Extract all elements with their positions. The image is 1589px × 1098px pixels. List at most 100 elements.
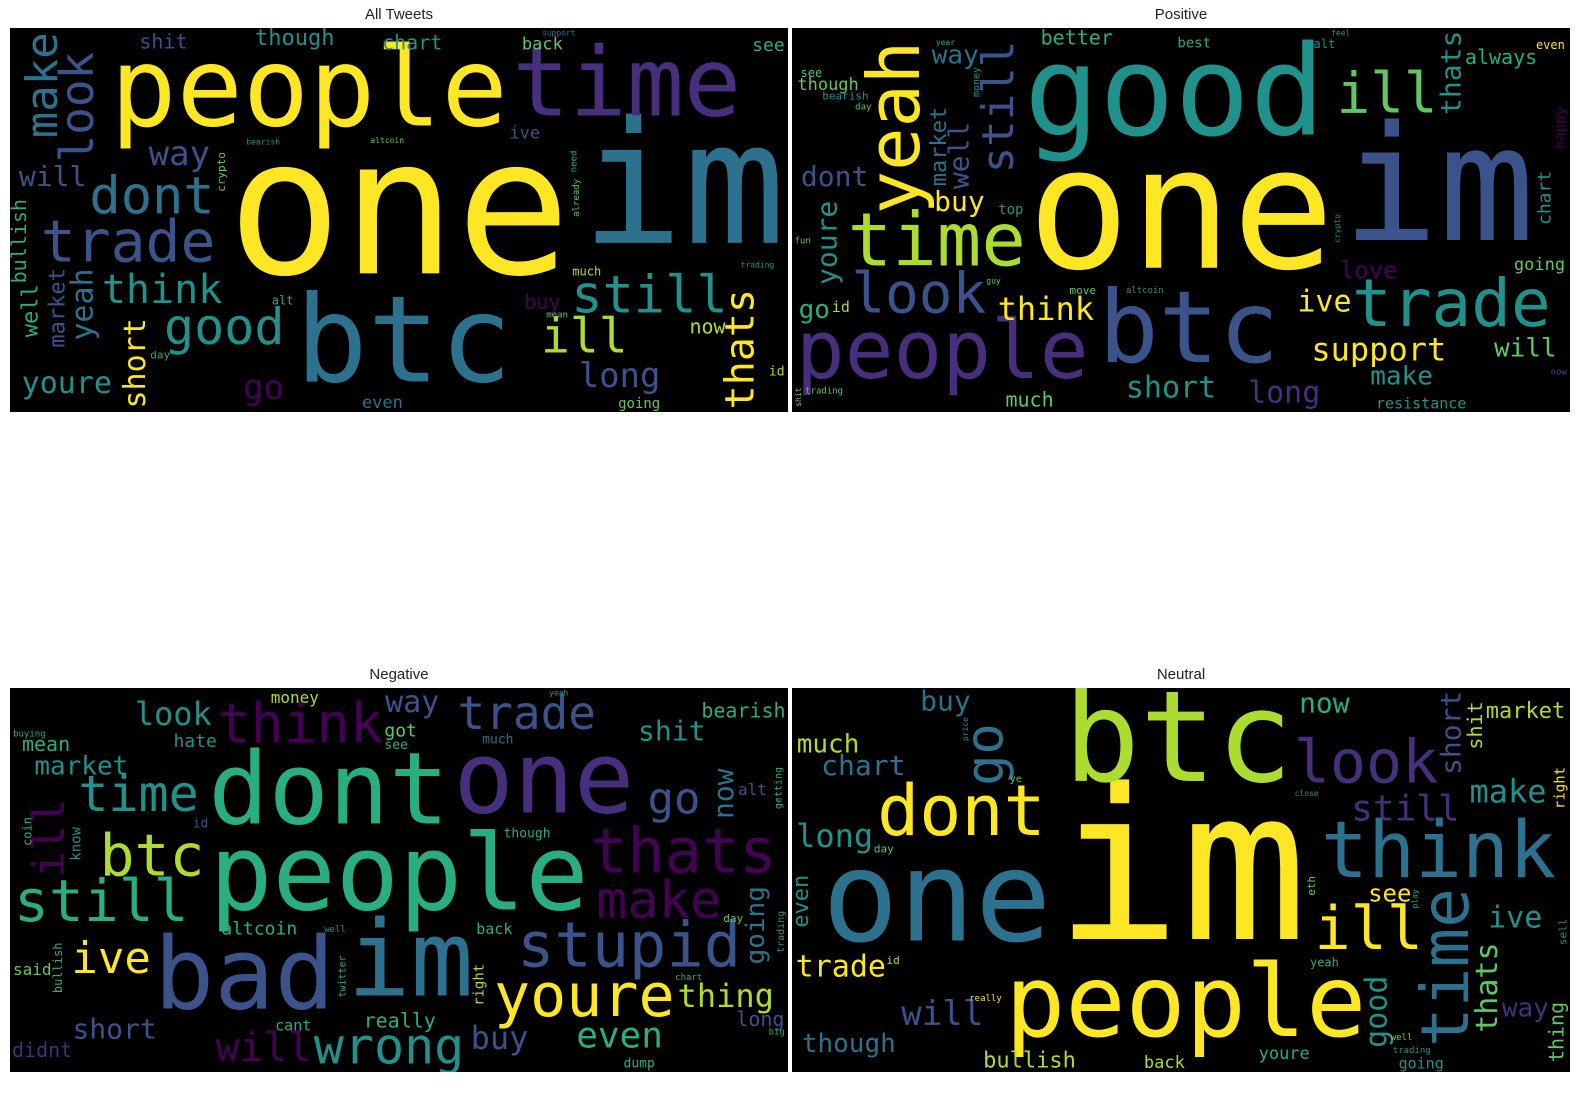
word-mean: mean [546,311,568,321]
word-play: play [1410,889,1419,908]
word-even: even [362,393,403,412]
word-think: think [102,267,222,313]
word-ye: ye [1010,774,1022,785]
word-good: good [1359,976,1394,1048]
word-crypto: crypto [215,152,228,192]
word-love: love [1340,257,1398,285]
word-day: day [855,103,872,113]
word-big: big [769,1028,785,1038]
word-getting: getting [774,767,785,809]
word-bearish: bearish [701,699,785,723]
word-make: make [1370,362,1433,392]
word-good: good [164,298,284,356]
word-though: though [802,1029,896,1059]
word-will: will [1494,333,1557,363]
word-make: make [596,871,721,931]
word-go: go [799,295,830,325]
word-well: well [324,925,346,935]
word-though: though [797,75,858,95]
word-buy: buy [934,185,985,218]
word-back: back [522,34,563,54]
word-see: see [1368,880,1411,908]
word-short: short [1126,371,1216,406]
wordcloud-canvas: im one btc people think time dont look ill go stil… [792,688,1570,1072]
word-hate: hate [174,731,217,752]
word-still: still [1351,789,1459,830]
word-well: well [1391,1033,1413,1043]
word-look: look [50,52,104,163]
word-go: go [243,368,284,408]
word-trade: trade [1352,265,1551,342]
word-shit: shit [794,387,803,406]
word-well: well [942,122,975,189]
word-think: think [1321,806,1556,896]
word-btc: btc [100,821,205,889]
word-dont: dont [89,167,214,227]
word-altcoin: altcoin [370,136,404,145]
word-market: market [1486,699,1565,724]
word-people: people [209,812,588,934]
word-best: best [1177,36,1211,52]
word-long: long [796,817,873,855]
word-wrong: wrong [314,1017,465,1072]
word-shit: shit [1463,701,1487,749]
word-even: even [792,875,814,928]
word-id: id [769,365,785,380]
word-alt: alt [272,293,294,307]
word-one: one [1027,111,1334,309]
wordcloud-panel-all-tweets: All Tweets one im btc people time trade dont st… [10,6,788,416]
word-youre: youre [22,366,112,401]
word-buy: buy [920,688,971,718]
word-top: top [998,202,1023,218]
word-trading: trading [805,387,843,397]
word-think: think [217,691,383,755]
word-day: day [150,349,170,362]
panel-title: Negative [369,666,429,683]
word-right: right [472,964,488,1006]
word-right: right [1553,767,1569,809]
word-bullish: bullish [51,943,65,994]
word-ive: ive [1488,900,1542,935]
word-alt: alt [1314,37,1336,51]
word-now: now [707,768,740,819]
word-see: see [801,66,823,80]
word-shit: shit [638,715,705,748]
word-time: time [512,28,741,138]
panel-title: Positive [1154,6,1208,23]
word-still: still [14,867,189,935]
word-resistance: resistance [1376,394,1466,412]
word-short: short [72,1013,156,1046]
word-money: money [972,67,983,97]
word-mean: mean [22,732,70,756]
word-shit: shit [139,29,187,53]
word-im: im [347,899,473,1021]
word-cant: cant [275,1016,311,1034]
word-thats: thats [1435,31,1468,115]
word-go: go [955,723,1015,786]
wordcloud-canvas: one im good btc people time yeah trade look ill st… [792,28,1570,412]
word-really: really [969,994,1002,1004]
word-much: much [482,733,513,748]
word-twitter: twitter [337,955,348,997]
word-thats: thats [717,289,763,409]
word-see: see [384,738,408,753]
wordcloud-canvas: one im btc people time trade dont still good ill l… [10,28,788,412]
word-still: still [571,266,728,326]
word-go: go [648,774,701,825]
wordcloud-panel-positive: Positive one im good btc people time yeah trade… [792,6,1570,416]
word-ill: ill [24,798,75,877]
word-feel: feel [1331,28,1350,37]
word-year: year [936,38,955,47]
word-fun: fun [795,237,811,247]
wordcloud-panel-negative: Negative people im dont one bad stupid thats yo… [10,666,788,1076]
word-ill: ill [1337,62,1438,127]
word-yeah: yeah [1310,956,1339,970]
word-people: people [110,28,507,152]
word-ill: ill [1315,894,1423,964]
word-short: short [1435,691,1468,775]
word-trade: trade [41,207,216,275]
word-good: good [1024,28,1325,164]
word-im: im [1342,91,1535,278]
word-bearish: bearish [246,138,280,147]
